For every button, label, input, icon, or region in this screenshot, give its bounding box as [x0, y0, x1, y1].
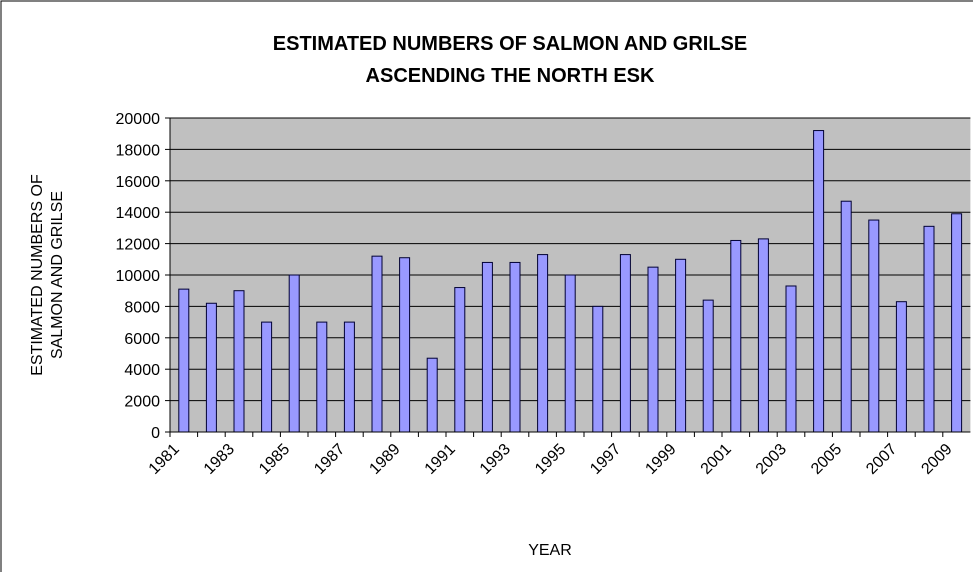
bar — [454, 287, 466, 433]
y-tick-label: 10000 — [116, 268, 161, 285]
bar — [205, 302, 217, 433]
y-tick-label: 18000 — [116, 142, 161, 159]
y-tick-label: 8000 — [124, 299, 160, 316]
bar — [343, 321, 355, 433]
bar — [426, 357, 438, 433]
y-tick-label: 20000 — [116, 111, 161, 128]
bar — [481, 261, 493, 433]
y-tick-label: 12000 — [116, 237, 161, 254]
bar — [288, 274, 300, 433]
bar — [923, 225, 935, 433]
bar — [178, 288, 190, 433]
bar — [316, 321, 328, 433]
y-tick-label: 6000 — [124, 331, 160, 348]
y-tick-label: 0 — [151, 425, 160, 442]
chart-title: ESTIMATED NUMBERS OF SALMON AND GRILSE — [273, 33, 747, 55]
bar — [564, 274, 576, 433]
bar — [619, 254, 631, 433]
bar — [785, 285, 797, 433]
y-tick-label: 16000 — [116, 174, 161, 191]
bar — [730, 239, 742, 433]
bar — [895, 301, 907, 433]
bar — [399, 257, 411, 433]
bar — [371, 255, 383, 433]
y-axis-label: ESTIMATED NUMBERS OF — [29, 174, 46, 376]
y-tick-label: 4000 — [124, 362, 160, 379]
bar — [537, 254, 549, 433]
bar — [868, 219, 880, 433]
bar — [509, 261, 521, 433]
bar — [840, 200, 852, 433]
bar — [647, 266, 659, 433]
y-tick-label: 14000 — [116, 205, 161, 222]
bar — [757, 238, 769, 433]
bar — [233, 290, 245, 433]
x-axis-label: YEAR — [528, 542, 572, 559]
bar — [592, 305, 604, 433]
chart-title: ASCENDING THE NORTH ESK — [366, 65, 655, 87]
y-axis-label: SALMON AND GRILSE — [49, 191, 66, 359]
y-tick-label: 2000 — [124, 394, 160, 411]
bar — [261, 321, 273, 433]
bar — [813, 130, 825, 433]
bar — [702, 299, 714, 433]
bar — [951, 213, 963, 433]
bar — [675, 258, 687, 433]
